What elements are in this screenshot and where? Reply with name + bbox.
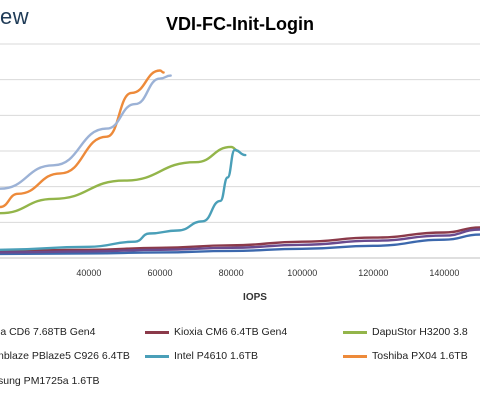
legend-item-kioxia-cd6: ia CD6 7.68TB Gen4 xyxy=(0,326,95,338)
legend-swatch xyxy=(145,354,169,358)
series-line-1 xyxy=(0,226,480,253)
series-line-5 xyxy=(0,69,165,209)
series-line-0 xyxy=(0,233,480,256)
x-tick-labels: 40000 60000 80000 100000 120000 140000 xyxy=(76,268,459,278)
x-tick-label: 100000 xyxy=(287,268,317,278)
legend-item-memblaze: nblaze PBlaze5 C926 6.4TB xyxy=(0,350,130,362)
chart-title: VDI-FC-Init-Login xyxy=(166,14,314,34)
legend-item-dapustor: DapuStor H3200 3.8 xyxy=(343,326,468,338)
x-axis-label: IOPS xyxy=(243,292,267,303)
x-tick-label: 140000 xyxy=(429,268,459,278)
legend-label: nblaze PBlaze5 C926 6.4TB xyxy=(0,350,130,362)
legend-label: DapuStor H3200 3.8 xyxy=(372,326,468,338)
legend-label: Intel P4610 1.6TB xyxy=(174,350,259,362)
legend-label: Kioxia CM6 6.4TB Gen4 xyxy=(174,326,288,338)
series-line-2 xyxy=(0,145,240,215)
series-line-3 xyxy=(0,228,480,254)
series-line-4 xyxy=(0,148,247,251)
legend-swatch xyxy=(343,330,367,334)
legend-item-toshiba: Toshiba PX04 1.6TB xyxy=(343,350,468,362)
legend-swatch xyxy=(343,354,367,358)
x-tick-label: 80000 xyxy=(219,268,244,278)
series-line-6 xyxy=(0,74,172,190)
legend-item-intel: Intel P4610 1.6TB xyxy=(145,350,258,362)
legend-item-kioxia-cm6: Kioxia CM6 6.4TB Gen4 xyxy=(145,326,287,338)
legend-label: Toshiba PX04 1.6TB xyxy=(372,350,468,362)
watermark-logo-text: ew xyxy=(0,4,30,29)
legend-item-samsung: sung PM1725a 1.6TB xyxy=(0,375,100,387)
legend-swatch xyxy=(145,330,169,334)
x-tick-label: 60000 xyxy=(147,268,172,278)
x-tick-label: 40000 xyxy=(76,268,101,278)
legend-label: ia CD6 7.68TB Gen4 xyxy=(0,326,96,338)
x-tick-label: 120000 xyxy=(358,268,388,278)
legend-label: sung PM1725a 1.6TB xyxy=(0,375,100,387)
series-lines xyxy=(0,69,480,256)
